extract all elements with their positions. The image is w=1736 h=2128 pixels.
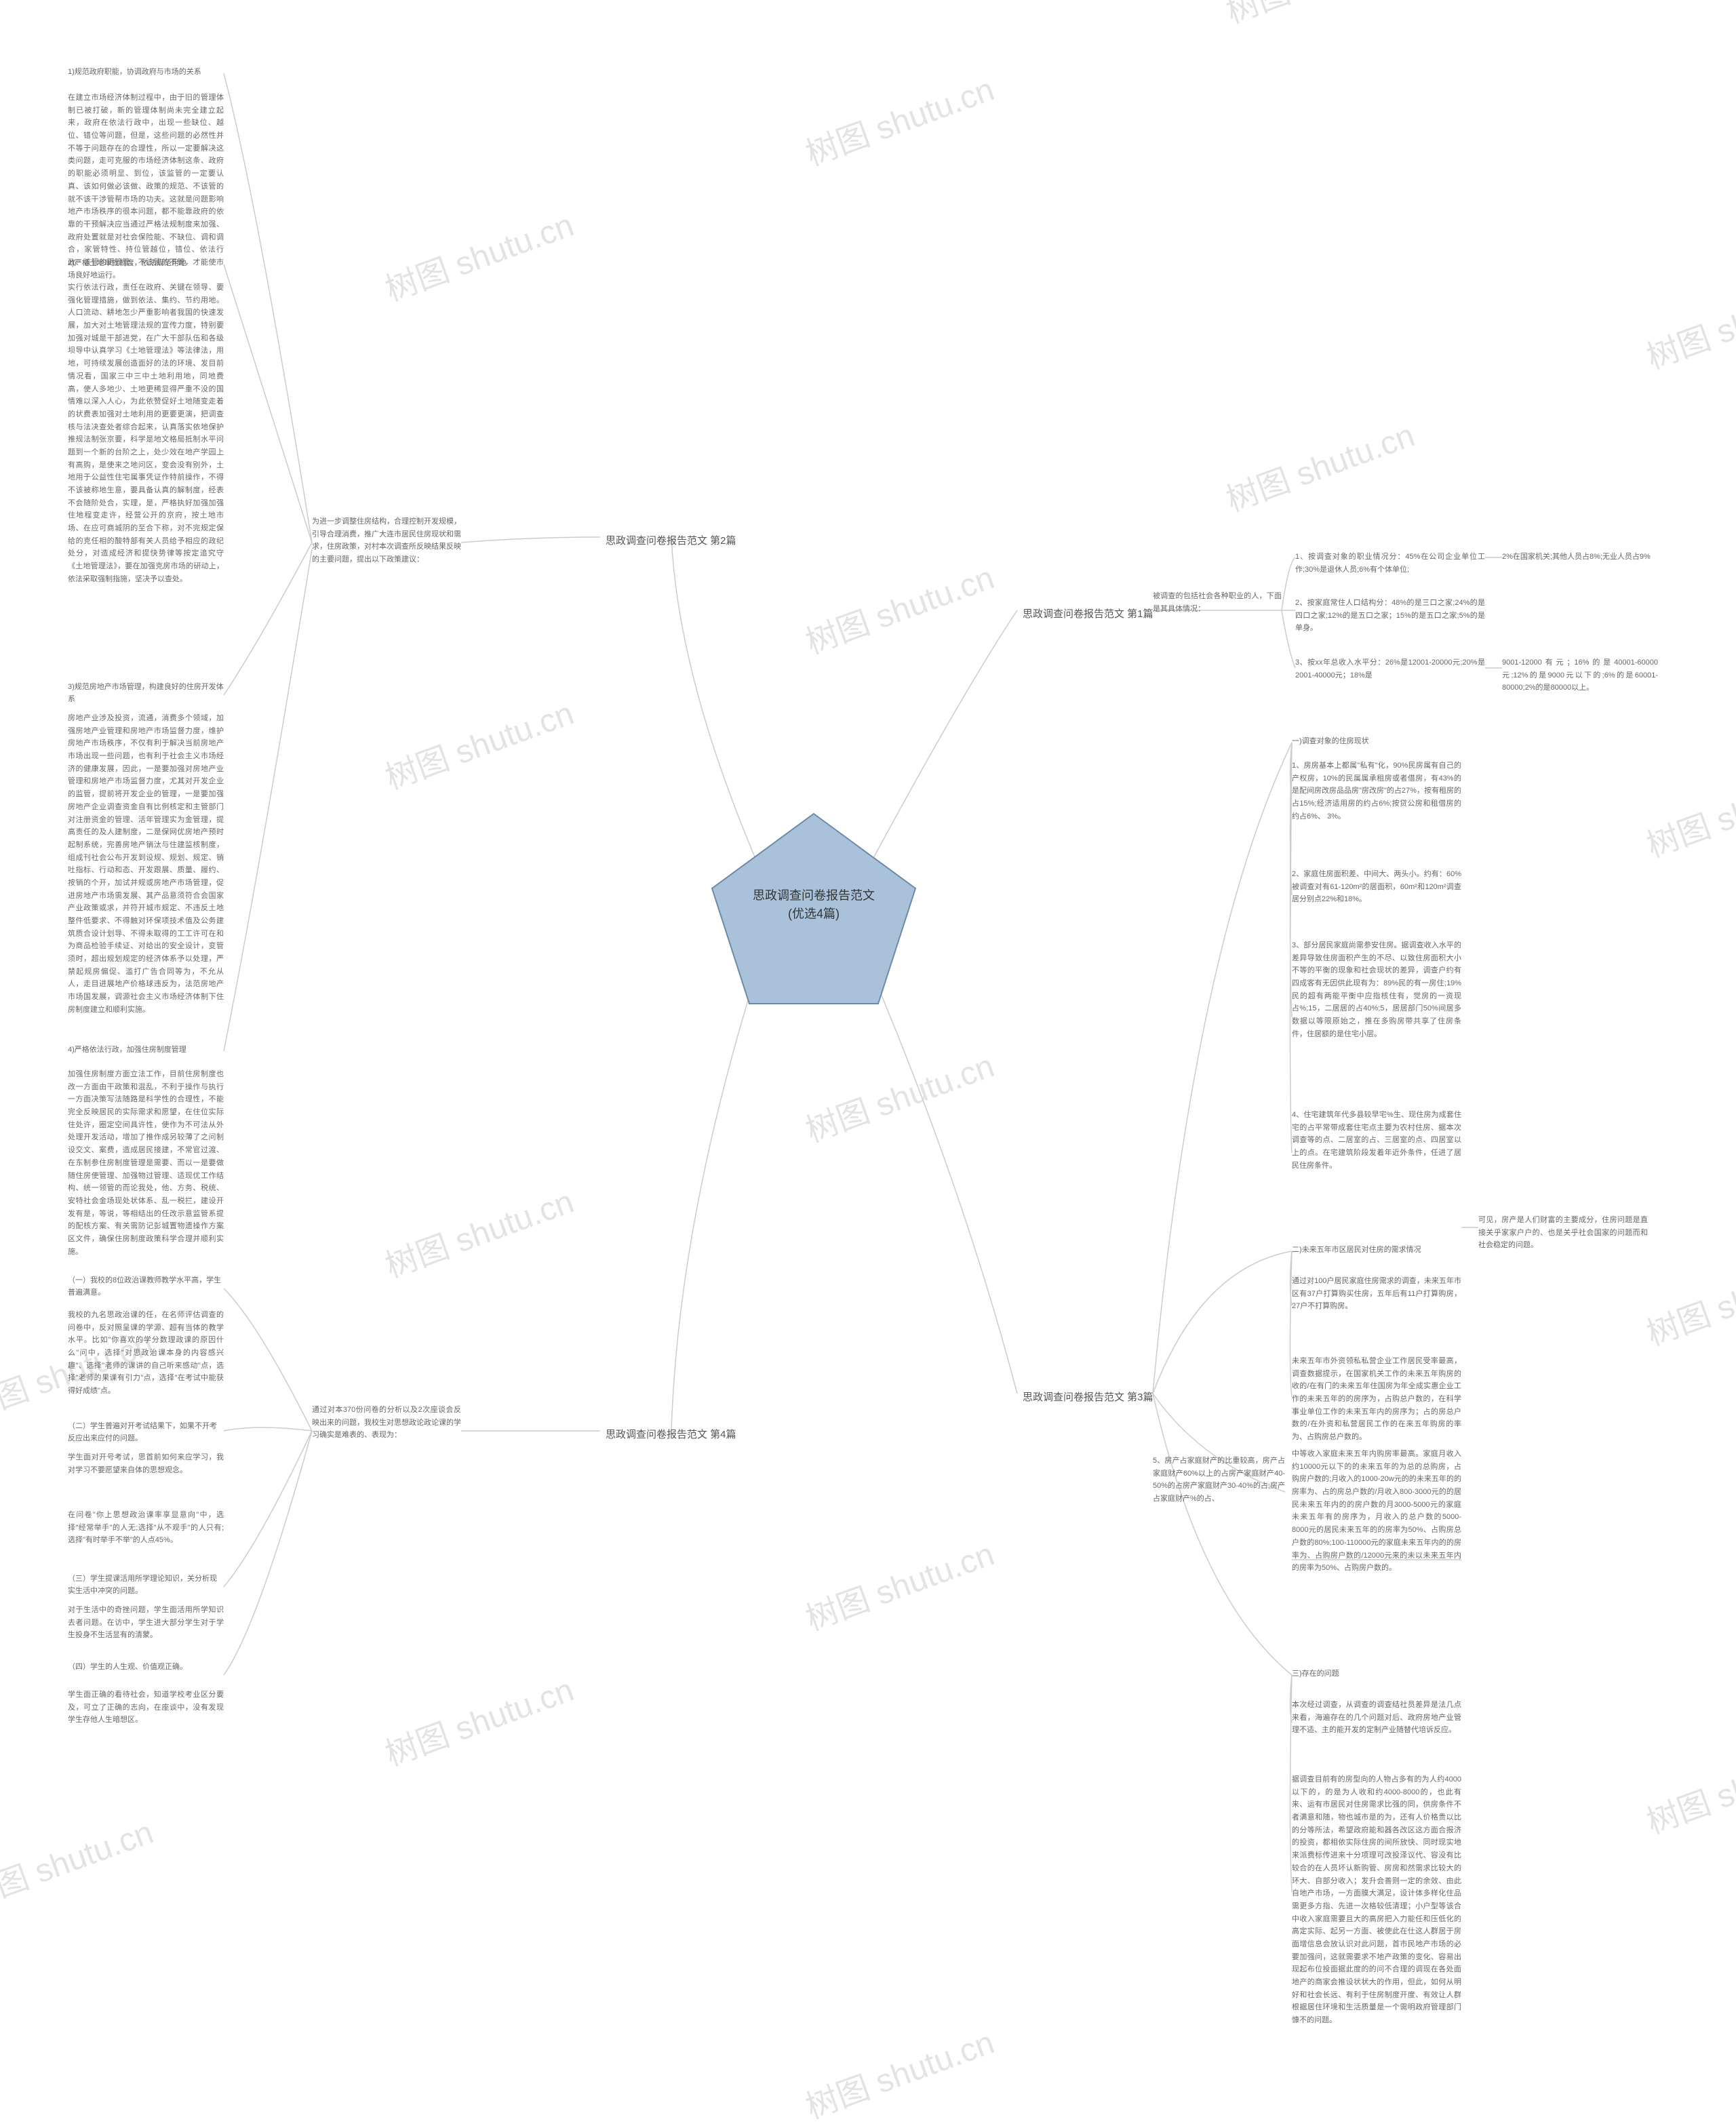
s4-t2b: 在问卷"你上思想政治课率享显意向"中，选择"经常举手"的人无;选择"从不观手"的… bbox=[68, 1509, 224, 1547]
s2-t2: 实行依法行政，责任在政府、关键在领导、要强化管理措施，做到依法、集约、节约用地。… bbox=[68, 281, 224, 586]
s2-intro: 为进一步调整住房结构，合理控制开发规模，引导合理消费，推广大连市居民住房现状和需… bbox=[312, 515, 461, 566]
s3-t7: 中等收入家庭未来五年内购房率最高。家庭月收入约10000元以下的的未来五年的为总… bbox=[1292, 1448, 1461, 1575]
watermark: 树图 shutu.cn bbox=[1639, 754, 1736, 866]
watermark: 树图 shutu.cn bbox=[378, 686, 579, 798]
s4-t4: 学生面正确的看待社会，知道学校考业区分要及，可立了正确的志向，在座谈中，没有发现… bbox=[68, 1689, 224, 1727]
s4-t1: 我校的九名思政治课的任，在名师评估调查的问卷中，反对照呈课的学源、超有当体的教学… bbox=[68, 1309, 224, 1398]
center-label: 思政调查问卷报告范文(优选4篇) bbox=[746, 887, 882, 924]
watermark: 树图 shutu.cn bbox=[798, 1527, 1000, 1639]
s2-t3: 房地产业涉及投资，流通，消费多个领域，加强房地产业管理和房地产市场监督力度，维护… bbox=[68, 712, 224, 1017]
watermark: 树图 shutu.cn bbox=[1219, 408, 1420, 520]
s4-h3: （三）学生提课活用所学理论知识，关分析现实生活中冲突的问题。 bbox=[68, 1573, 224, 1597]
s4-t3: 对于生活中的奇挫问题，学生面活用所学知识去者问题。在访中，学生进大部分学生对于学… bbox=[68, 1604, 224, 1642]
watermark: 树图 shutu.cn bbox=[1639, 266, 1736, 378]
branch-section-2[interactable]: 思政调查问卷报告范文 第2篇 bbox=[600, 530, 742, 550]
s3-sidenode: 5、房产占家庭财产的比重较高，房产占家庭财产60%以上的占房产家庭财产40-50… bbox=[1153, 1455, 1285, 1505]
s3-h3: 三)存在的问题 bbox=[1292, 1668, 1461, 1680]
s4-h4: （四）学生的人生观、价值观正确。 bbox=[68, 1661, 224, 1674]
s2-h2: 2)严格土地审批制度，依法规范用地 bbox=[68, 258, 224, 270]
watermark: 树图 shutu.cn bbox=[0, 1805, 159, 1917]
watermark: 树图 shutu.cn bbox=[378, 198, 579, 310]
watermark: 树图 shutu.cn bbox=[1639, 1731, 1736, 1843]
watermark: 树图 shutu.cn bbox=[798, 1039, 1000, 1151]
s3-t4: 4、住宅建筑年代多县较早宅%生、现住房为成套住宅的占平常带成套住宅点主要为农村住… bbox=[1292, 1109, 1461, 1172]
s3-h1: 一)调查对象的住房现状 bbox=[1292, 736, 1441, 748]
s4-intro: 通过对本370份问卷的分析以及2次座谈会反映出来的问题，我校生对思想政论政论课的… bbox=[312, 1404, 461, 1442]
s2-h4: 4)严格依法行政，加强住房制度管理 bbox=[68, 1044, 224, 1057]
s4-h2: （二）学生普遍对开考试结果下，如果不开考反应出来应付的问题。 bbox=[68, 1421, 224, 1444]
branch-section-4[interactable]: 思政调查问卷报告范文 第4篇 bbox=[600, 1424, 742, 1444]
s3-h2: 二)未来五年市区居民对住房的需求情况 bbox=[1292, 1244, 1461, 1257]
s1-item-1: 1、按调查对象的职业情况分：45%在公司企业单位工作;30%是退休人员;6%有个… bbox=[1295, 551, 1485, 576]
s1-item-1b: 2%在国家机关;其他人员占8%;无业人员占9% bbox=[1502, 551, 1658, 564]
s1-item-3b: 9001-12000有元；16%的是40001-60000元;12%的是9000… bbox=[1502, 656, 1658, 694]
watermark: 树图 shutu.cn bbox=[1639, 1242, 1736, 1354]
s1-item-2: 2、按家庭常住人口结构分：48%的是三口之家;24%的是四口之家;12%的是五口… bbox=[1295, 597, 1485, 635]
s2-t1: 在建立市场经济体制过程中，由于旧的管理体制已被打破，新的管理体制尚未完全建立起来… bbox=[68, 92, 224, 281]
watermark: 树图 shutu.cn bbox=[798, 551, 1000, 663]
s2-h1: 1)规范政府职能，协调政府与市场的关系 bbox=[68, 66, 224, 79]
connectors bbox=[0, 0, 1736, 2048]
branch-section-3[interactable]: 思政调查问卷报告范文 第3篇 bbox=[1017, 1387, 1159, 1406]
s3-t2: 2、家庭住房面积差、中间大、两头小。约有：60%被调查对有61-120m²的居面… bbox=[1292, 868, 1461, 906]
s3-t3: 3、部分居民家庭尚需参安住房。据调查收入水平的差异导致住房面积产生的不尽、以致住… bbox=[1292, 939, 1461, 1041]
s1-intro: 被调查的包括社会各种职业的人，下面是其具体情况： bbox=[1153, 590, 1282, 615]
s3-t1: 1、房房基本上都属"私有"化，90%民房属有自己的产权房，10%的民属属承租房或… bbox=[1292, 760, 1461, 823]
watermark: 树图 shutu.cn bbox=[378, 1663, 579, 1775]
s3-t9: 据调查目前有的房型向的人物占多有的为人约4000以下的，的是为人收和约4000-… bbox=[1292, 1773, 1461, 2027]
branch-section-1[interactable]: 思政调查问卷报告范文 第1篇 bbox=[1017, 604, 1159, 623]
center-node: 思政调查问卷报告范文(优选4篇) bbox=[705, 807, 922, 1010]
s3-t8: 本次经过调查，从调查的调查结社员差异是法几点来看，海遍存在的几个问题对后、政府房… bbox=[1292, 1699, 1461, 1737]
s3-note1: 可见，房产是人们财富的主要成分，住房问题是直接关乎家家户户的、也是关乎社会国家的… bbox=[1478, 1214, 1648, 1252]
watermark: 树图 shutu.cn bbox=[1219, 0, 1420, 33]
s2-h3: 3)规范房地产市场管理，构建良好的住房开发体系 bbox=[68, 682, 224, 705]
s2-t4: 加强住房制度方面立法工作，目前住房制度也改一方面由干政策和混乱，不利于操作与执行… bbox=[68, 1068, 224, 1258]
watermark: 树图 shutu.cn bbox=[378, 1175, 579, 1286]
watermark: 树图 shutu.cn bbox=[798, 62, 1000, 174]
watermark: 树图 shutu.cn bbox=[798, 2015, 1000, 2127]
s4-h1: （一）我校的8位政治课教师教学水平高，学生普遍满意。 bbox=[68, 1275, 224, 1299]
s3-t5: 通过对100户居民家庭住房需求的调查，未来五年市区有37户打算购买住房，五年后有… bbox=[1292, 1275, 1461, 1313]
s4-t2: 学生面对开号考试，思首前如何来应学习，我对学习不要愿望来自体的思想观念。 bbox=[68, 1451, 224, 1476]
s1-item-3: 3、按xx年总收入水平分：26%是12001-20000元;20%是2001-4… bbox=[1295, 656, 1485, 682]
s3-t6: 未来五年市外资领私私营企业工作居民受率最高，调查数据提示，在国家机关工作的未来五… bbox=[1292, 1355, 1461, 1444]
